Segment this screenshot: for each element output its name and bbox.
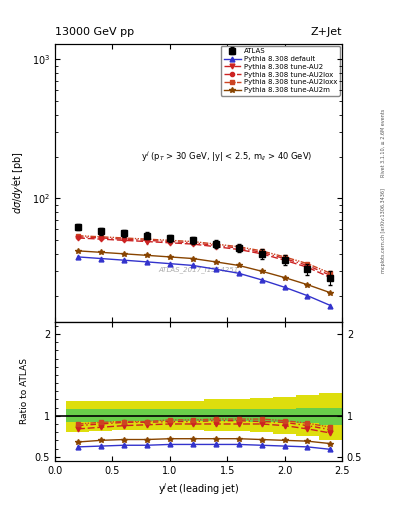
X-axis label: y$^j$et (leading jet): y$^j$et (leading jet) [158,481,239,497]
Text: y$^j$ (p$_T$ > 30 GeV, |y| < 2.5, m$_{ll}$ > 40 GeV): y$^j$ (p$_T$ > 30 GeV, |y| < 2.5, m$_{ll… [141,149,312,164]
Y-axis label: $d\sigma/dy^j\!$et [pb]: $d\sigma/dy^j\!$et [pb] [11,151,26,214]
Text: Rivet 3.1.10, ≥ 2.6M events: Rivet 3.1.10, ≥ 2.6M events [381,109,386,178]
Legend: ATLAS, Pythia 8.308 default, Pythia 8.308 tune-AU2, Pythia 8.308 tune-AU2lox, Py: ATLAS, Pythia 8.308 default, Pythia 8.30… [221,46,340,96]
Text: mcplots.cern.ch [arXiv:1306.3436]: mcplots.cern.ch [arXiv:1306.3436] [381,188,386,273]
Text: Z+Jet: Z+Jet [310,27,342,37]
Text: 13000 GeV pp: 13000 GeV pp [55,27,134,37]
Y-axis label: Ratio to ATLAS: Ratio to ATLAS [20,358,29,424]
Text: ATLAS_2017_I1514251: ATLAS_2017_I1514251 [158,267,239,273]
